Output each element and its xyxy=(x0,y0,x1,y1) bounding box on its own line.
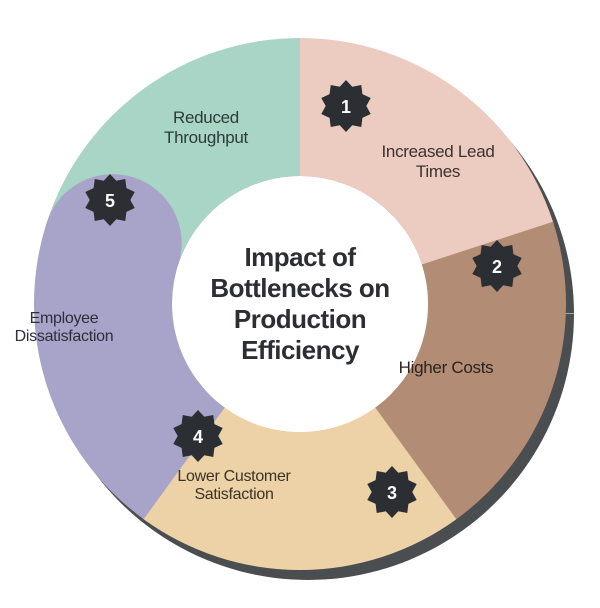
badge-4-number: 4 xyxy=(193,427,203,447)
infographic-stage: 1 2 3 4 5 Impact of Bottlenecks on Productio… xyxy=(0,0,600,608)
segment-4-label: Lower Customer Satisfaction xyxy=(159,468,309,504)
badge-3-number: 3 xyxy=(387,483,397,503)
segment-5-label: Employee Dissatisfaction xyxy=(0,310,134,346)
segment-3-label: Higher Costs xyxy=(376,358,516,378)
badge-1-number: 1 xyxy=(341,97,351,117)
segment-1-label: Reduced Throughput xyxy=(131,108,281,148)
badge-2-number: 2 xyxy=(492,257,502,277)
segment-2-label: Increased Lead Times xyxy=(363,142,513,182)
center-title: Impact of Bottlenecks on Production Effi… xyxy=(190,242,410,366)
badge-5-number: 5 xyxy=(105,191,115,211)
